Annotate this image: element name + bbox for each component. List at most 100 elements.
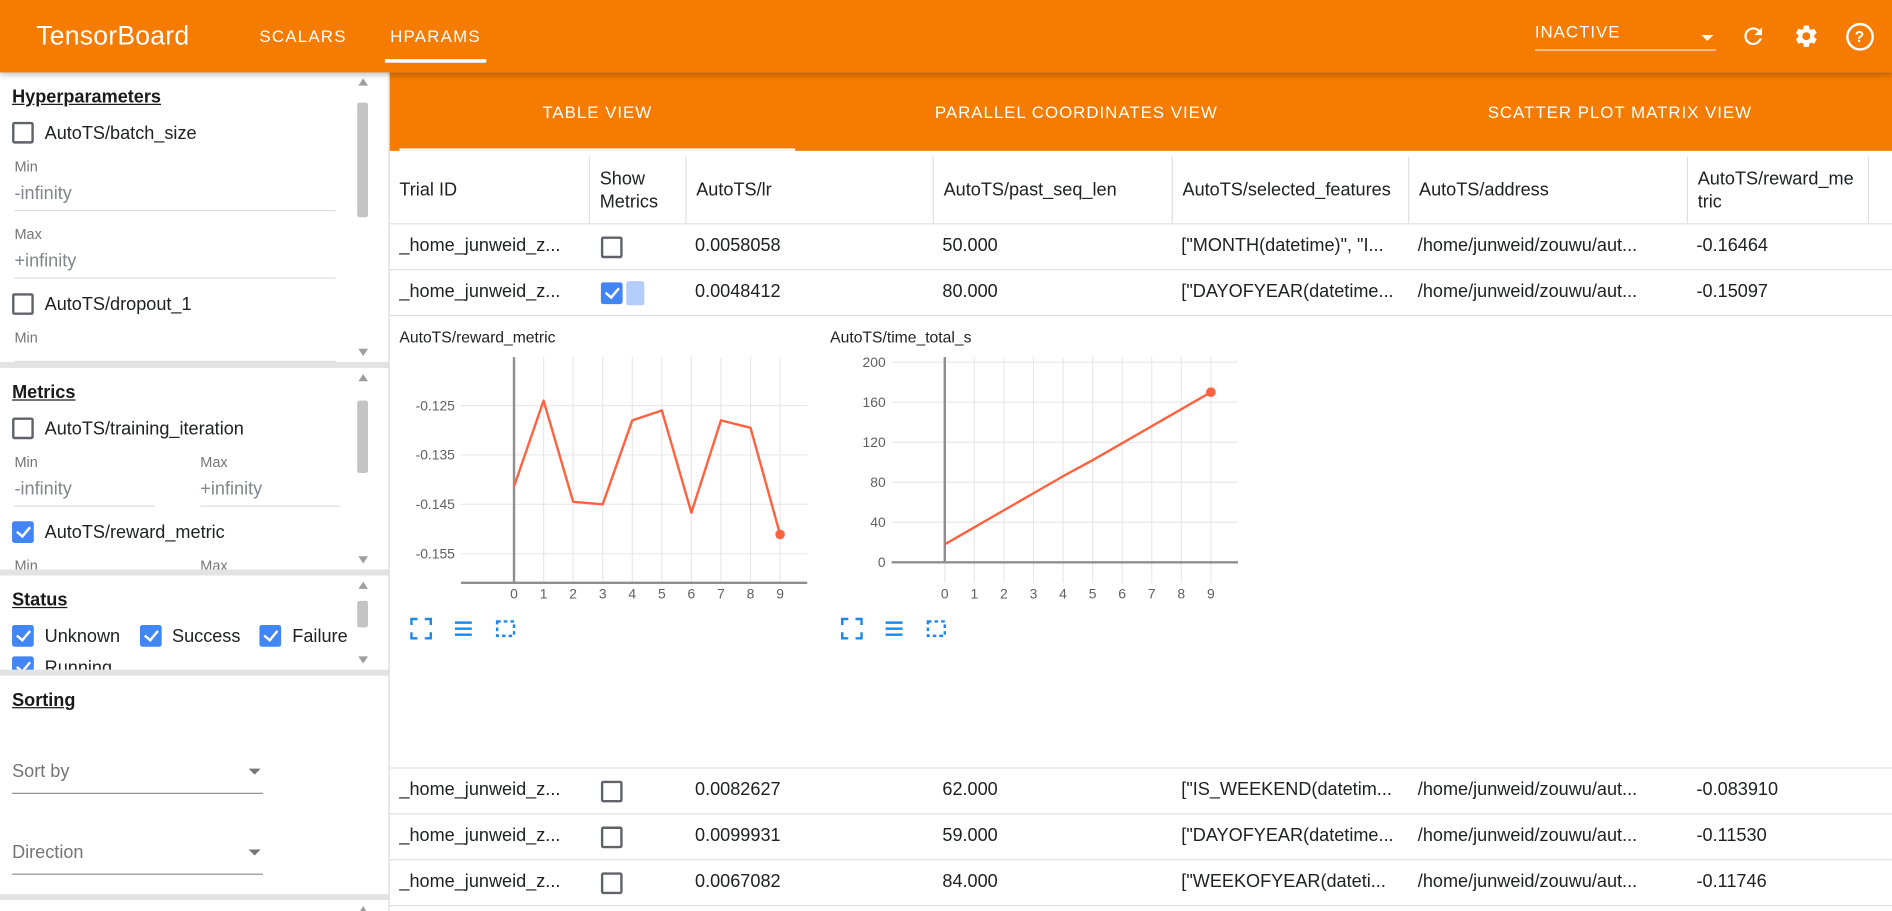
lr-cell: 0.0067082 xyxy=(695,871,781,892)
lines-icon[interactable] xyxy=(882,617,906,641)
metric-label: AutoTS/training_iteration xyxy=(44,418,244,439)
settings-gear-icon[interactable] xyxy=(1791,21,1822,52)
trial-id-cell: _home_junweid_z... xyxy=(399,825,561,846)
app-title: TensorBoard xyxy=(36,20,190,51)
expand-icon[interactable] xyxy=(840,617,864,641)
address-cell: /home/junweid/zouwu/aut... xyxy=(1417,871,1638,892)
status-unknown-row[interactable]: Unknown xyxy=(12,625,120,647)
status-checkbox-group: Unknown Success Failure Running xyxy=(12,625,356,670)
chart-toolbar xyxy=(840,617,1244,641)
dashed-box-icon[interactable] xyxy=(924,617,948,641)
show-metrics-cell xyxy=(589,860,686,905)
help-icon[interactable]: ? xyxy=(1844,21,1875,52)
checkbox-icon[interactable] xyxy=(12,656,34,670)
min-input[interactable]: -infinity xyxy=(14,175,336,212)
col-header-address: AutoTS/address xyxy=(1408,156,1687,224)
selected-features-cell: ["DAYOFYEAR(datetime... xyxy=(1181,825,1394,846)
paging-panel: Paging xyxy=(0,900,389,911)
expanded-metrics-row: AutoTS/reward_metric -0.125 -0.135 -0.145-… xyxy=(389,316,1892,769)
svg-text:5: 5 xyxy=(1089,585,1097,601)
show-metrics-checkbox[interactable] xyxy=(600,825,623,848)
lines-icon[interactable] xyxy=(451,617,475,641)
min-input[interactable]: -infinity xyxy=(14,471,155,507)
scroll-up-icon[interactable] xyxy=(358,581,369,589)
checkbox-icon[interactable] xyxy=(12,121,34,144)
batch-size-min-field: Min -infinity xyxy=(14,158,388,212)
show-metrics-checkbox[interactable] xyxy=(600,780,623,802)
checkbox-icon[interactable] xyxy=(12,293,34,315)
min-input[interactable] xyxy=(14,346,336,362)
table-row: _home_junweid_z... 0.0099931 59.000 ["DA… xyxy=(389,814,1892,861)
min-label: Min xyxy=(14,158,38,175)
scroll-thumb[interactable] xyxy=(357,600,369,628)
dashboard-tabs: SCALARS HPARAMS xyxy=(238,0,503,72)
status-label: Unknown xyxy=(44,625,121,647)
show-metrics-cell xyxy=(589,270,686,315)
status-label: Running xyxy=(44,657,113,670)
sort-by-dropdown[interactable]: Sort by xyxy=(12,761,264,794)
tab-hparams[interactable]: HPARAMS xyxy=(368,0,502,72)
tab-scalars[interactable]: SCALARS xyxy=(259,26,347,46)
min-field: Min -infinity xyxy=(14,454,155,507)
status-success-row[interactable]: Success xyxy=(139,625,240,647)
status-failure-row[interactable]: Failure xyxy=(259,625,348,647)
svg-text:0: 0 xyxy=(878,554,886,570)
chart-title: AutoTS/time_total_s xyxy=(830,328,972,347)
direction-dropdown[interactable]: Direction xyxy=(12,842,264,875)
checkbox-icon[interactable] xyxy=(12,417,34,440)
scroll-up-icon[interactable] xyxy=(358,78,369,86)
max-field: Max +infinity xyxy=(200,454,341,507)
selected-features-cell: ["WEEKOFYEAR(dateti... xyxy=(1181,871,1386,892)
tab-parallel-coordinates-view[interactable]: PARALLEL COORDINATES VIEW xyxy=(934,101,1218,122)
scroll-down-icon[interactable] xyxy=(358,556,369,564)
sorting-panel: Sorting Sort by Direction xyxy=(0,675,389,895)
hparam-dropout-row[interactable]: AutoTS/dropout_1 xyxy=(12,293,388,315)
checkbox-icon[interactable] xyxy=(139,625,162,647)
svg-text:-0.145: -0.145 xyxy=(416,496,456,512)
trial-id-cell: _home_junweid_z... xyxy=(399,235,561,256)
scrollbar[interactable] xyxy=(357,581,369,664)
time-total-chart: AutoTS/time_total_s 0 40 80 120 160 200 0 1 2 3 4 5… xyxy=(828,323,1244,640)
address-cell: /home/junweid/zouwu/aut... xyxy=(1417,779,1638,800)
tab-table-view[interactable]: TABLE VIEW xyxy=(390,72,805,151)
min-field: Min xyxy=(14,557,154,569)
lr-cell: 0.0082627 xyxy=(695,779,781,800)
tab-scatter-plot-matrix-view[interactable]: SCATTER PLOT MATRIX VIEW xyxy=(1487,101,1753,122)
checkbox-icon[interactable] xyxy=(259,625,282,647)
min-label: Min xyxy=(14,557,38,570)
show-metrics-checkbox[interactable] xyxy=(600,235,623,258)
metric-reward-metric-row[interactable]: AutoTS/reward_metric xyxy=(12,521,388,543)
checkbox-icon[interactable] xyxy=(12,521,34,543)
status-running-row[interactable]: Running xyxy=(12,656,113,670)
past-seq-len-cell: 62.000 xyxy=(942,779,998,800)
hparam-batch-size-row[interactable]: AutoTS/batch_size xyxy=(12,121,388,144)
max-input[interactable]: +infinity xyxy=(200,471,341,507)
lr-cell: 0.0048412 xyxy=(695,281,781,302)
past-seq-len-cell: 80.000 xyxy=(942,281,998,302)
checkbox-icon[interactable] xyxy=(12,625,34,647)
show-metrics-checkbox[interactable] xyxy=(600,281,623,304)
scrollbar[interactable] xyxy=(357,374,369,564)
refresh-icon[interactable] xyxy=(1738,21,1769,52)
scroll-up-icon[interactable] xyxy=(358,374,369,382)
show-metrics-cell xyxy=(589,814,686,859)
show-metrics-checkbox[interactable] xyxy=(600,871,623,894)
scroll-down-icon[interactable] xyxy=(358,656,369,664)
checkbox-ripple xyxy=(626,280,645,305)
svg-text:40: 40 xyxy=(870,514,886,530)
run-status-dropdown[interactable]: INACTIVE xyxy=(1534,22,1716,51)
scroll-thumb[interactable] xyxy=(357,400,369,473)
svg-text:1: 1 xyxy=(540,585,548,601)
scroll-down-icon[interactable] xyxy=(358,348,369,356)
metric-training-iteration-row[interactable]: AutoTS/training_iteration xyxy=(12,417,388,440)
dashed-box-icon[interactable] xyxy=(494,617,518,641)
status-title: Status xyxy=(12,590,68,611)
scrollbar[interactable] xyxy=(357,78,369,356)
max-input[interactable]: +infinity xyxy=(14,243,336,279)
scroll-thumb[interactable] xyxy=(357,102,369,218)
scroll-up-icon[interactable] xyxy=(358,906,369,911)
expand-icon[interactable] xyxy=(409,617,433,641)
svg-text:80: 80 xyxy=(870,474,886,490)
past-seq-len-cell: 84.000 xyxy=(942,871,998,892)
